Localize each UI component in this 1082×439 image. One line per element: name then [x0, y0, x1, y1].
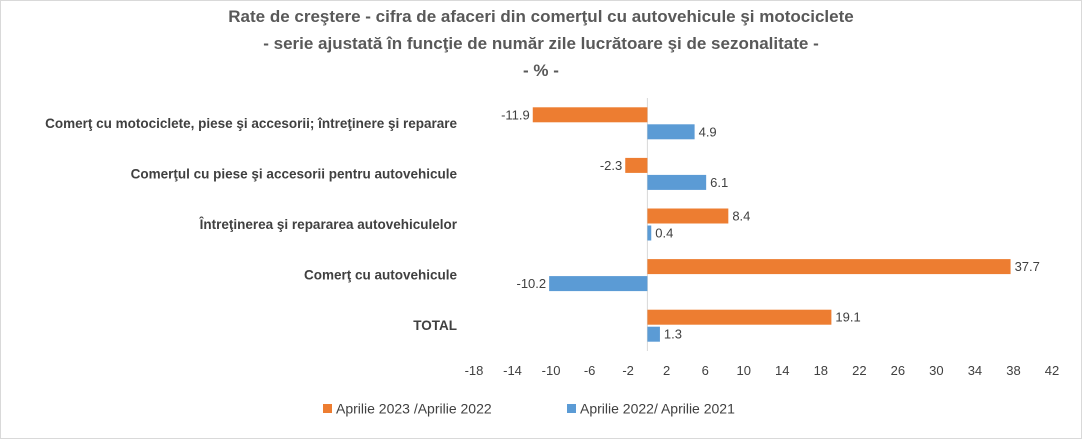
- x-tick-label: 18: [814, 363, 828, 378]
- category-label: Comerţ cu autovehicule: [304, 268, 458, 283]
- x-tick-label: 34: [968, 363, 982, 378]
- bar-apr2023-0: [532, 107, 648, 123]
- chart-title-line-3: - % -: [523, 61, 559, 80]
- legend-label: Aprilie 2022/ Aprilie 2021: [580, 401, 735, 417]
- x-tick-label: 42: [1045, 363, 1059, 378]
- data-label: -10.2: [516, 276, 546, 291]
- x-tick-label: -18: [465, 363, 484, 378]
- bar-apr2022-2: [647, 225, 652, 241]
- x-tick-label: 6: [702, 363, 709, 378]
- category-label: Comerţ cu motociclete, piese şi accesori…: [45, 116, 457, 131]
- data-label: 1.3: [664, 327, 682, 342]
- category-label: TOTAL: [413, 318, 457, 333]
- x-tick-label: -6: [584, 363, 596, 378]
- bar-apr2022-4: [647, 326, 660, 342]
- x-tick-label: 10: [736, 363, 750, 378]
- data-label: -2.3: [600, 158, 622, 173]
- bar-apr2023-2: [647, 208, 729, 224]
- legend-swatch-0: [323, 404, 332, 413]
- x-tick-label: -14: [503, 363, 522, 378]
- data-label: 19.1: [835, 310, 860, 325]
- chart-title-line-2: - serie ajustată în funcţie de număr zil…: [263, 34, 819, 53]
- x-tick-label: 14: [775, 363, 789, 378]
- bar-apr2022-1: [647, 174, 707, 190]
- x-tick-label: 38: [1006, 363, 1020, 378]
- bar-apr2023-1: [625, 157, 648, 173]
- data-label: 8.4: [732, 209, 750, 224]
- bar-apr2022-0: [647, 124, 695, 140]
- category-label: Întreţinerea şi repararea autovehiculelo…: [199, 217, 458, 232]
- x-tick-label: 22: [852, 363, 866, 378]
- legend-swatch-1: [567, 404, 576, 413]
- data-label: 6.1: [710, 175, 728, 190]
- bar-apr2023-3: [647, 259, 1011, 275]
- x-tick-label: 2: [663, 363, 670, 378]
- chart-title-line-1: Rate de creştere - cifra de afaceri din …: [228, 7, 854, 26]
- bar-apr2023-4: [647, 309, 832, 325]
- x-tick-label: -10: [542, 363, 561, 378]
- data-label: -11.9: [501, 107, 530, 122]
- x-tick-label: 30: [929, 363, 943, 378]
- legend-label: Aprilie 2023 /Aprilie 2022: [336, 401, 492, 417]
- x-tick-label: 26: [891, 363, 905, 378]
- bar-apr2022-3: [549, 276, 648, 292]
- x-tick-label: -2: [622, 363, 634, 378]
- data-label: 4.9: [699, 124, 717, 139]
- data-label: 37.7: [1015, 259, 1040, 274]
- data-label: 0.4: [655, 226, 673, 241]
- category-label: Comerţul cu piese şi accesorii pentru au…: [131, 166, 458, 181]
